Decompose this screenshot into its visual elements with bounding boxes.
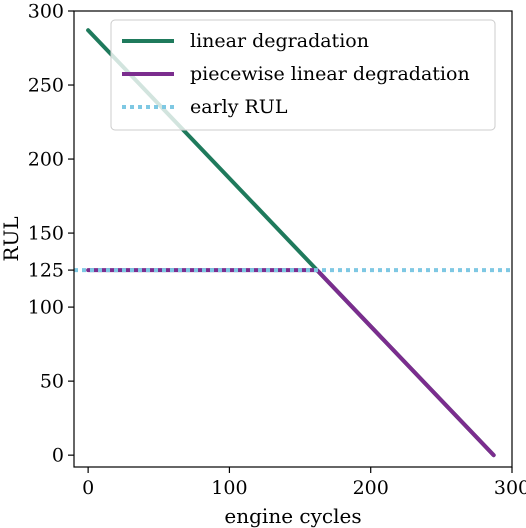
y-tick-label: 250 (28, 75, 64, 97)
legend-box (110, 19, 496, 131)
series-line-piecewise-linear-degradation (86, 268, 496, 458)
x-tick-label: 100 (211, 477, 247, 499)
y-axis-label: RUL (0, 216, 23, 261)
y-tick-label: 300 (28, 1, 64, 23)
y-tick-label: 200 (28, 149, 64, 171)
x-tick-label: 0 (82, 477, 94, 499)
x-axis-label: engine cycles (224, 504, 361, 528)
legend-entry-label: piecewise linear degradation (190, 63, 470, 85)
x-tick-label: 200 (353, 477, 389, 499)
plot-frame (73, 10, 513, 468)
x-tick-label: 300 (494, 477, 526, 499)
legend-entry-label: early RUL (190, 96, 288, 118)
y-tick-label: 150 (28, 223, 64, 245)
y-tick-label: 125 (28, 260, 64, 282)
legend-entry-label: linear degradation (190, 30, 369, 52)
y-tick-label: 0 (52, 445, 64, 467)
legend: linear degradation piecewise linear degra… (110, 19, 496, 131)
y-tick-label: 50 (40, 371, 64, 393)
axes: 0 100 200 300 0 50 100 125 150 200 250 300 (28, 1, 526, 500)
y-tick-label: 100 (28, 297, 64, 319)
